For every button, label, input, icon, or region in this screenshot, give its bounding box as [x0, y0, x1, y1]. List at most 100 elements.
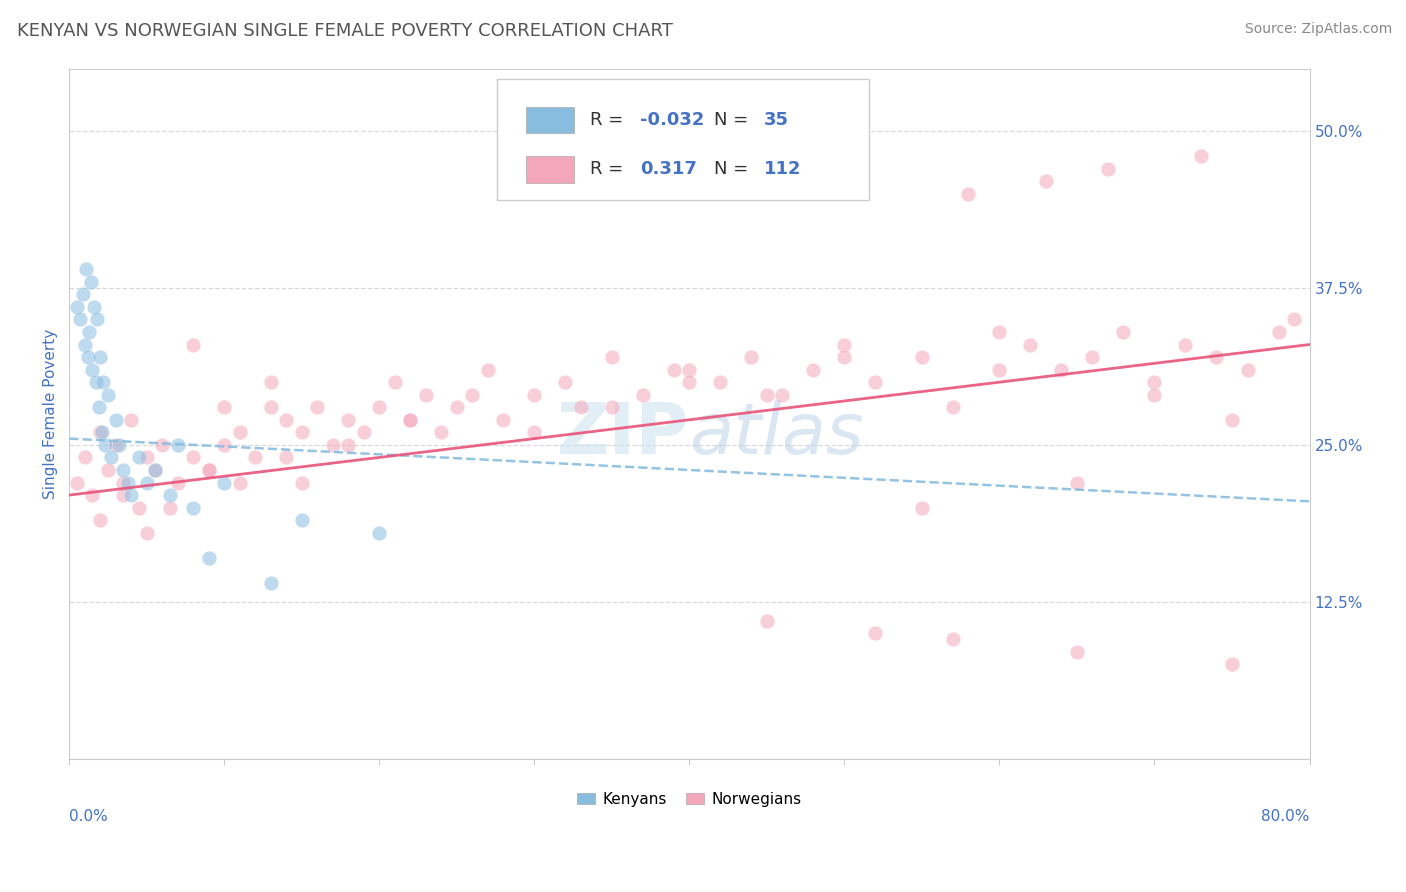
Point [143, 463, 166, 477]
Point [461, 387, 484, 401]
Point [135, 525, 157, 540]
Point [76, 350, 98, 364]
FancyBboxPatch shape [526, 156, 574, 183]
Point [80, 275, 103, 289]
Point [181, 337, 204, 351]
Point [337, 438, 360, 452]
Point [128, 450, 150, 465]
FancyBboxPatch shape [498, 78, 869, 200]
Point [1220, 413, 1243, 427]
Point [600, 401, 623, 415]
Point [770, 387, 793, 401]
Point [79, 325, 101, 339]
Point [89, 513, 111, 527]
Point [83, 300, 105, 314]
Point [353, 425, 375, 440]
Point [988, 362, 1011, 376]
Point [291, 425, 314, 440]
Point [86, 312, 108, 326]
Point [803, 362, 825, 376]
Text: 0.0%: 0.0% [69, 809, 108, 823]
Point [399, 413, 422, 427]
Text: 35: 35 [763, 111, 789, 129]
Point [942, 401, 965, 415]
Point [1236, 362, 1258, 376]
Point [1035, 174, 1057, 188]
Point [104, 438, 127, 452]
Point [89, 350, 111, 364]
Point [100, 450, 122, 465]
Point [834, 350, 856, 364]
Point [73, 337, 96, 351]
Point [245, 450, 267, 465]
Text: 80.0%: 80.0% [1261, 809, 1309, 823]
Point [430, 425, 453, 440]
Point [181, 500, 204, 515]
Point [120, 413, 142, 427]
Point [112, 488, 135, 502]
Point [94, 438, 117, 452]
FancyBboxPatch shape [526, 106, 574, 134]
Point [477, 362, 499, 376]
Point [1050, 362, 1073, 376]
Point [291, 513, 314, 527]
Point [135, 475, 157, 490]
Point [384, 375, 406, 389]
Point [89, 425, 111, 440]
Point [82, 488, 104, 502]
Point [1066, 475, 1088, 490]
Point [911, 350, 934, 364]
Point [66, 475, 89, 490]
Point [229, 425, 252, 440]
Point [865, 626, 887, 640]
Text: atlas: atlas [689, 400, 865, 468]
Point [181, 450, 204, 465]
Point [988, 325, 1011, 339]
Point [834, 337, 856, 351]
Point [260, 375, 283, 389]
Point [108, 438, 131, 452]
Point [307, 401, 329, 415]
Point [631, 387, 654, 401]
Point [1066, 645, 1088, 659]
Point [72, 287, 94, 301]
Point [957, 186, 980, 201]
Point [135, 450, 157, 465]
Point [117, 475, 139, 490]
Point [229, 475, 252, 490]
Point [678, 375, 700, 389]
Text: -0.032: -0.032 [640, 111, 704, 129]
Text: N =: N = [714, 161, 754, 178]
Point [166, 475, 188, 490]
Text: ZIP: ZIP [557, 400, 689, 468]
Y-axis label: Single Female Poverty: Single Female Poverty [44, 328, 58, 499]
Legend: Kenyans, Norwegians: Kenyans, Norwegians [571, 786, 808, 813]
Text: 0.317: 0.317 [640, 161, 696, 178]
Point [90, 425, 112, 440]
Point [214, 438, 236, 452]
Point [1097, 161, 1119, 176]
Point [523, 387, 546, 401]
Point [415, 387, 437, 401]
Point [755, 387, 778, 401]
Point [662, 362, 685, 376]
Point [276, 413, 298, 427]
Point [214, 401, 236, 415]
Point [1220, 657, 1243, 672]
Point [569, 401, 592, 415]
Point [166, 438, 188, 452]
Point [709, 375, 731, 389]
Point [1112, 325, 1135, 339]
Point [399, 413, 422, 427]
Point [97, 387, 120, 401]
Point [911, 500, 934, 515]
Point [69, 312, 91, 326]
Point [1143, 375, 1166, 389]
Point [104, 413, 127, 427]
Text: N =: N = [714, 111, 754, 129]
Text: R =: R = [591, 161, 628, 178]
Point [75, 262, 97, 277]
Point [112, 463, 135, 477]
Text: R =: R = [591, 111, 628, 129]
Point [143, 463, 166, 477]
